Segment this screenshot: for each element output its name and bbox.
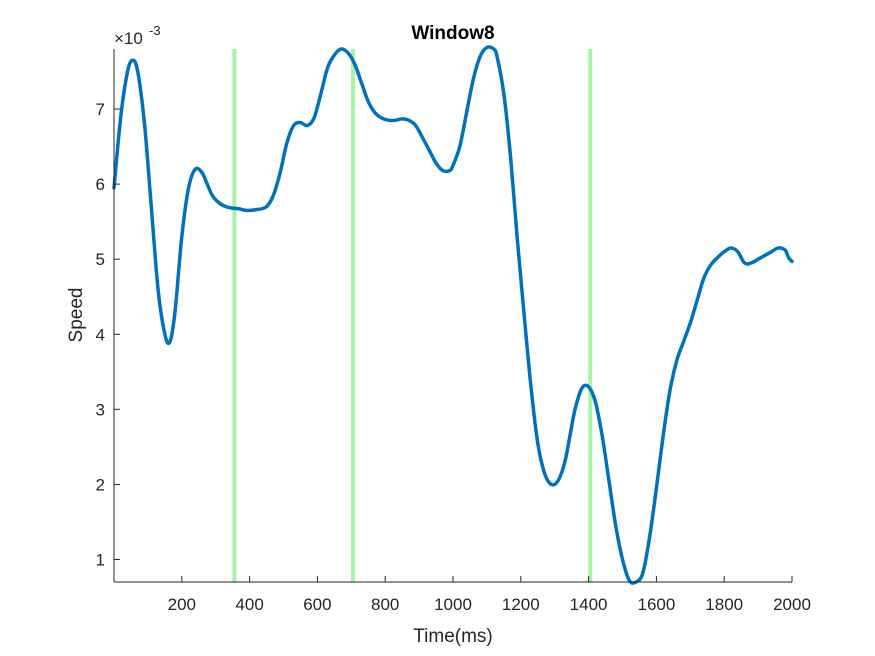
x-tick-label-1000: 1000 bbox=[434, 595, 472, 614]
y-tick-label-3: 3 bbox=[96, 400, 105, 419]
vertical-markers bbox=[232, 49, 593, 582]
exponent-base: ×10 bbox=[114, 29, 143, 48]
x-tick-label-2000: 2000 bbox=[773, 595, 811, 614]
y-tick-label-6: 6 bbox=[96, 175, 105, 194]
x-tick-label-1800: 1800 bbox=[705, 595, 743, 614]
x-tick-label-1400: 1400 bbox=[570, 595, 608, 614]
y-tick-label-2: 2 bbox=[96, 475, 105, 494]
speed-series-line-1 bbox=[112, 45, 794, 585]
series-layer bbox=[112, 45, 794, 585]
y-exponent-label: ×10 -3 bbox=[114, 23, 161, 48]
x-tick-label-1200: 1200 bbox=[502, 595, 540, 614]
y-tick-label-7: 7 bbox=[96, 100, 105, 119]
y-ticks: 1 2 3 4 5 6 7 bbox=[96, 100, 120, 569]
x-tick-label-1600: 1600 bbox=[637, 595, 675, 614]
plot-area bbox=[114, 49, 792, 582]
y-tick-label-1: 1 bbox=[96, 550, 105, 569]
x-tick-label-600: 600 bbox=[303, 595, 331, 614]
chart-title: Window8 bbox=[411, 23, 494, 44]
x-axis-label: Time(ms) bbox=[413, 626, 493, 647]
x-tick-label-400: 400 bbox=[235, 595, 263, 614]
y-tick-label-5: 5 bbox=[96, 250, 105, 269]
y-tick-label-4: 4 bbox=[96, 325, 105, 344]
exponent-power: -3 bbox=[149, 23, 161, 38]
x-tick-label-200: 200 bbox=[168, 595, 196, 614]
x-ticks: 200 400 600 800 1000 1200 1400 1600 1800 2000 bbox=[168, 576, 811, 614]
x-tick-label-800: 800 bbox=[371, 595, 399, 614]
y-axis-label: Speed bbox=[66, 288, 87, 343]
